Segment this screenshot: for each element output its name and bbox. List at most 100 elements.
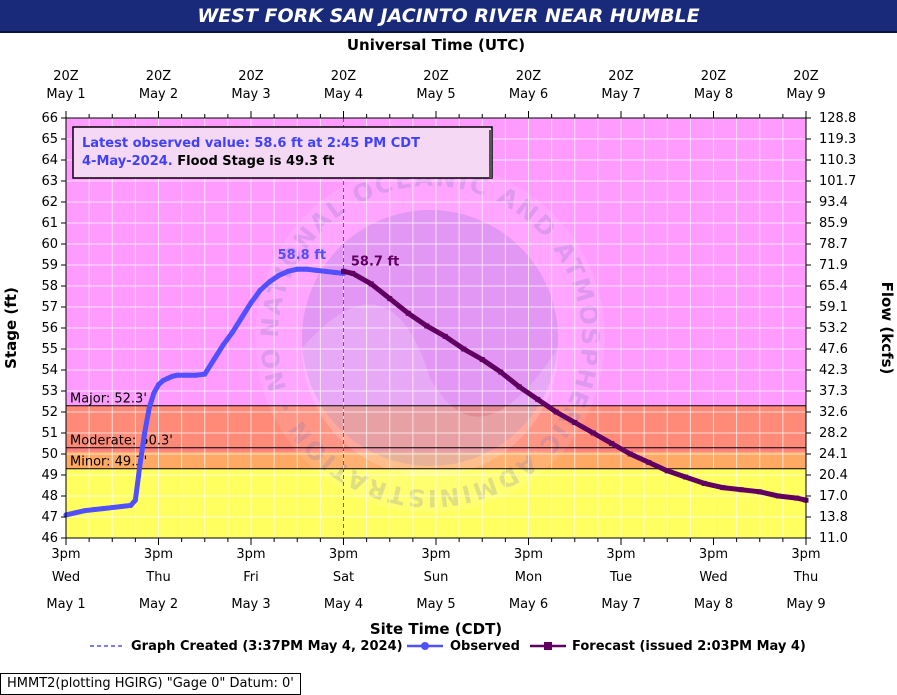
cdt-weekday-label: Tue: [609, 570, 632, 585]
axes: 46 47 48 49 50 51 52 53 54 55 56 57 58 59 60 61 62 63 64 65…: [2, 36, 896, 638]
forecast-point: [424, 323, 430, 329]
y2-tick-label: 78.7: [819, 237, 848, 252]
title-bar: WEST FORK SAN JACINTO RIVER NEAR HUMBLE: [0, 0, 897, 33]
y2-tick-label: 128.8: [819, 111, 856, 126]
forecast-point: [627, 451, 633, 457]
forecast-point: [683, 474, 689, 480]
forecast-point: [479, 357, 485, 362]
y-tick-label: 60: [41, 237, 58, 252]
cdt-weekday-label: Sat: [333, 570, 354, 585]
observed-point: [322, 268, 328, 274]
flood-thresholds: Major: 52.3' Moderate: 50.3' Minor: 49.3': [66, 392, 806, 470]
y2-tick-label: 28.2: [819, 426, 848, 441]
y-tick-label: 66: [41, 111, 58, 126]
y-tick-label: 46: [41, 531, 58, 546]
y-tick-label: 53: [41, 384, 58, 399]
cdt-time-label: 3pm: [144, 547, 173, 562]
forecast-point: [738, 487, 744, 493]
observed-point: [211, 357, 217, 362]
legend-observed-label: Observed: [450, 639, 520, 654]
y-tick-label: 56: [41, 321, 58, 336]
y2-tick-label: 53.2: [819, 321, 848, 336]
forecast-point: [646, 459, 652, 465]
utc-date-label: May 8: [694, 87, 733, 102]
cdt-weekday-label: Sun: [424, 570, 449, 585]
utc-tick-label: 20Z: [793, 69, 819, 84]
forecast-point: [442, 333, 448, 339]
observed-point: [160, 378, 166, 383]
y-tick-label: 50: [41, 447, 58, 462]
cdt-date-label: May 4: [324, 597, 363, 612]
y-tick-label: 49: [41, 468, 58, 483]
observed-point: [267, 279, 272, 285]
legend: Graph Created (3:37PM May 4, 2024) Observ…: [90, 639, 806, 654]
cdt-weekday-label: Thu: [793, 570, 818, 585]
y2-tick-label: 110.3: [819, 153, 856, 168]
utc-tick-label: 20Z: [608, 69, 634, 84]
observed-point: [72, 510, 78, 516]
forecast-point: [405, 310, 411, 316]
latest-value-date: 4-May-2024.: [82, 154, 173, 169]
utc-tick-label: 20Z: [423, 69, 449, 84]
observed-point: [137, 462, 143, 467]
y2-tick-label: 11.0: [819, 531, 848, 546]
cdt-time-label: 3pm: [421, 547, 450, 562]
observed-point: [313, 267, 319, 273]
forecast-start-label: 58.7 ft: [351, 254, 399, 269]
forecast-point: [590, 430, 596, 436]
cdt-time-label: 3pm: [51, 547, 80, 562]
observed-point: [239, 315, 245, 320]
cdt-time-label: 3pm: [791, 547, 820, 562]
watermark-inner-circle: [302, 210, 558, 466]
hydrograph-chart: NATIONAL OCEANIC AND ATMOSPHERIC ADMINIS…: [0, 31, 896, 654]
observed-point: [257, 287, 263, 293]
observed-point: [331, 269, 337, 275]
peak-observed-label: 58.8 ft: [278, 248, 326, 263]
forecast-point: [720, 485, 726, 491]
y2-tick-label: 47.6: [819, 342, 848, 357]
y-tick-label: 64: [41, 153, 58, 168]
observed-point: [183, 372, 189, 378]
y2-tick-label: 65.4: [819, 279, 848, 294]
cdt-date-label: May 3: [231, 597, 270, 612]
cdt-time-label: 3pm: [236, 547, 265, 562]
y2-tick-label: 32.6: [819, 405, 848, 420]
y-tick-label: 58: [41, 279, 58, 294]
cdt-date-label: May 7: [601, 597, 640, 612]
y2-tick-label: 59.1: [819, 300, 848, 315]
forecast-point: [757, 489, 763, 495]
y2-tick-label: 93.4: [819, 195, 848, 210]
cdt-time-label: 3pm: [329, 547, 358, 562]
utc-date-label: May 4: [324, 87, 363, 102]
y2-tick-label: 24.1: [819, 447, 848, 462]
cdt-date-label: May 2: [139, 597, 178, 612]
forecast-point: [775, 493, 781, 499]
latest-value-line1: Latest observed value: 58.6 ft at 2:45 P…: [82, 136, 420, 151]
observed-point: [132, 497, 138, 503]
y2-tick-label: 20.4: [819, 468, 848, 483]
y-tick-label: 55: [41, 342, 58, 357]
observed-point: [109, 505, 115, 511]
y2-tick-label: 42.3: [819, 363, 848, 378]
y-tick-label: 57: [41, 300, 58, 315]
observed-point: [100, 506, 106, 512]
latest-value-line2: 4-May-2024. Flood Stage is 49.3 ft: [82, 154, 335, 169]
chart-title: WEST FORK SAN JACINTO RIVER NEAR HUMBLE: [197, 5, 700, 27]
observed-point: [193, 372, 198, 378]
datum-footer: HMMT2(plotting HGIRG) "Gage 0" Datum: 0': [0, 673, 301, 695]
threshold-label-major: Major: 52.3': [70, 392, 147, 407]
utc-tick-label: 20Z: [53, 69, 79, 84]
forecast-point: [461, 346, 467, 352]
y2-tick-label: 119.3: [819, 132, 856, 147]
observed-point: [294, 266, 300, 272]
y-tick-label: 61: [41, 216, 58, 231]
utc-tick-label: 20Z: [146, 69, 172, 84]
forecast-point: [368, 281, 374, 287]
y2-tick-label: 85.9: [819, 216, 848, 231]
bottom-axis-title: Site Time (CDT): [370, 620, 502, 638]
cdt-date-label: May 8: [694, 597, 733, 612]
observed-point: [151, 390, 157, 396]
threshold-label-minor: Minor: 49.3': [70, 455, 147, 470]
forecast-point: [350, 270, 356, 276]
y-tick-label: 62: [41, 195, 58, 210]
